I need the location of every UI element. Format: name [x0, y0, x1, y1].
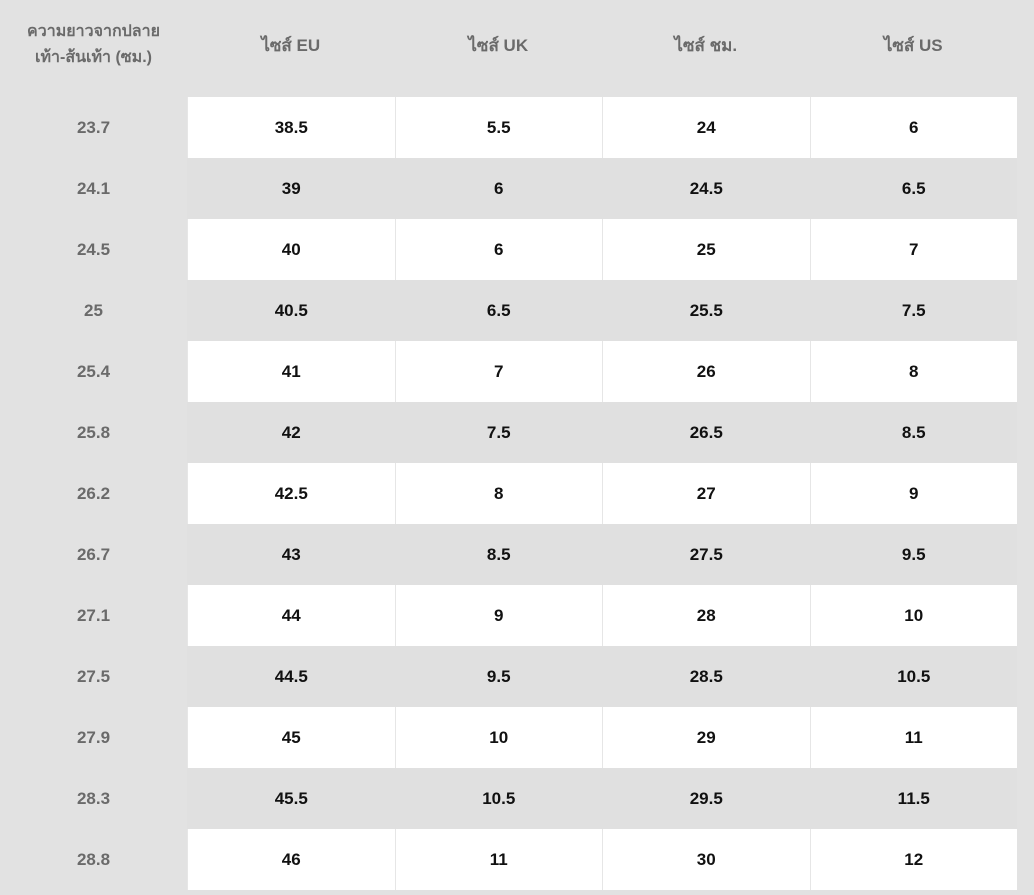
size-cell: 42 [187, 402, 395, 463]
foot-length-cell: 27.5 [76, 666, 111, 686]
size-cell: 29.5 [602, 768, 810, 829]
size-cell: 6 [809, 97, 1017, 158]
size-cell: 6 [394, 158, 602, 219]
size-cell: 11 [809, 707, 1017, 768]
size-cell: 38.5 [187, 97, 395, 158]
size-cell: 29 [602, 707, 810, 768]
foot-length-cell: 24.1 [76, 178, 111, 198]
size-cell: 24 [602, 97, 810, 158]
size-cell: 39 [187, 158, 395, 219]
size-cell: 7 [809, 219, 1017, 280]
size-cell: 25 [602, 219, 810, 280]
size-cell: 28 [602, 585, 810, 646]
size-cell: 45.5 [187, 768, 395, 829]
size-cell: 12 [809, 829, 1017, 890]
foot-length-cell: 25.4 [76, 361, 111, 381]
size-cell: 26 [602, 341, 810, 402]
size-cell: 24.5 [602, 158, 810, 219]
size-cell: 41 [187, 341, 395, 402]
header-cell: ไซส์ UK [468, 36, 529, 55]
size-cell: 26.5 [602, 402, 810, 463]
foot-length-cell: 27.1 [76, 605, 111, 625]
size-cell: 9 [394, 585, 602, 646]
foot-length-cell: 24.5 [76, 239, 111, 259]
header-cell: ไซส์ US [883, 36, 943, 55]
foot-length-cell: 23.7 [76, 117, 111, 137]
size-cell: 6 [394, 219, 602, 280]
size-cell: 28.5 [602, 646, 810, 707]
size-cell: 9.5 [809, 524, 1017, 585]
header-cell: ไซส์ EU [261, 36, 321, 55]
size-cell: 8.5 [394, 524, 602, 585]
foot-length-cell: 28.3 [76, 788, 111, 808]
size-cell: 40 [187, 219, 395, 280]
foot-length-cell: 28.8 [76, 849, 111, 869]
size-cell: 10.5 [394, 768, 602, 829]
foot-length-cell: 26.2 [76, 483, 111, 503]
foot-length-cell: 26.7 [76, 544, 111, 564]
size-cell: 40.5 [187, 280, 395, 341]
size-cell: 8 [394, 463, 602, 524]
size-cell: 44.5 [187, 646, 395, 707]
size-cell: 7.5 [394, 402, 602, 463]
size-cell: 10.5 [809, 646, 1017, 707]
size-cell: 9 [809, 463, 1017, 524]
size-cell: 27.5 [602, 524, 810, 585]
size-cell: 7 [394, 341, 602, 402]
size-cell: 43 [187, 524, 395, 585]
size-cell: 27 [602, 463, 810, 524]
header-cell: ความยาวจากปลายเท้า-ส้นเท้า (ซม.) [27, 22, 160, 66]
size-cell: 6.5 [809, 158, 1017, 219]
size-cell: 8.5 [809, 402, 1017, 463]
size-cell: 7.5 [809, 280, 1017, 341]
size-cell: 11 [394, 829, 602, 890]
size-cell: 30 [602, 829, 810, 890]
foot-length-cell: 25 [84, 300, 103, 320]
foot-length-cell: 27.9 [76, 727, 111, 747]
size-cell: 25.5 [602, 280, 810, 341]
size-cell: 8 [809, 341, 1017, 402]
size-cell: 5.5 [394, 97, 602, 158]
size-cell: 9.5 [394, 646, 602, 707]
foot-length-cell: 25.8 [76, 422, 111, 442]
size-cell: 46 [187, 829, 395, 890]
size-cell: 44 [187, 585, 395, 646]
size-cell: 42.5 [187, 463, 395, 524]
size-cell: 10 [809, 585, 1017, 646]
header-cell: ไซส์ ชม. [674, 36, 738, 55]
size-cell: 11.5 [809, 768, 1017, 829]
size-cell: 45 [187, 707, 395, 768]
size-cell: 6.5 [394, 280, 602, 341]
size-table: ความยาวจากปลายเท้า-ส้นเท้า (ซม.) ไซส์ EU ไ… [27, 22, 1017, 890]
size-cell: 10 [394, 707, 602, 768]
